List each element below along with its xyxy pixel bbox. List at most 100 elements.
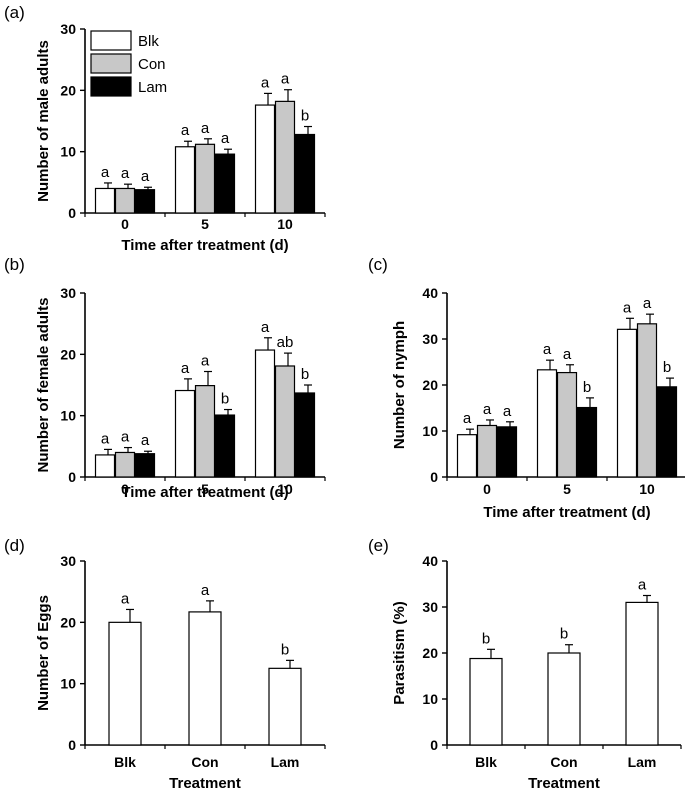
significance-label: a (101, 430, 110, 447)
x-tick-label: Blk (114, 754, 136, 770)
significance-label: a (201, 582, 210, 599)
significance-label: b (583, 379, 591, 396)
bar-parasitism (547, 652, 581, 746)
y-tick-label: 0 (430, 469, 438, 485)
y-tick-label: 0 (68, 205, 76, 221)
y-tick-label: 10 (422, 691, 438, 707)
x-tick-label: 0 (121, 481, 129, 497)
bar-con (476, 424, 498, 478)
significance-label: b (663, 359, 671, 376)
y-tick-label: 40 (422, 553, 438, 569)
bar-lam (214, 414, 236, 478)
bar-lam (576, 406, 598, 478)
y-tick-label: 30 (422, 331, 438, 347)
x-tick-label: 5 (563, 481, 571, 497)
x-axis-title: Time after treatment (d) (483, 504, 650, 521)
y-tick-label: 20 (422, 645, 438, 661)
significance-label: b (301, 366, 309, 383)
significance-label: a (483, 401, 492, 418)
significance-label: a (638, 577, 647, 594)
bar-con (194, 143, 216, 214)
significance-label: a (221, 130, 230, 147)
y-axis-title: Number of nymph (391, 321, 408, 449)
y-axis-title: Number of Eggs (35, 595, 52, 711)
bar-con (636, 323, 658, 478)
legend-label-lam: Lam (138, 79, 167, 96)
x-tick-label: Con (550, 754, 577, 770)
bar-blk (456, 434, 478, 478)
x-tick-label: 10 (277, 216, 293, 232)
panel-label: (e) (368, 536, 389, 555)
y-tick-label: 0 (430, 737, 438, 753)
y-tick-label: 20 (60, 346, 76, 362)
y-tick-label: 40 (422, 285, 438, 301)
significance-label: a (101, 164, 110, 181)
x-axis-title: Time after treatment (d) (121, 484, 288, 501)
y-tick-label: 0 (68, 737, 76, 753)
bar-eggs (268, 667, 302, 746)
bar-blk (174, 146, 196, 214)
x-tick-label: 0 (483, 481, 491, 497)
x-tick-label: 10 (277, 481, 293, 497)
significance-label: a (563, 346, 572, 363)
bar-con (114, 187, 136, 214)
y-tick-label: 10 (422, 423, 438, 439)
bar-con (194, 385, 216, 478)
significance-label: a (121, 429, 130, 446)
legend-swatch-blk (90, 30, 132, 51)
bar-lam (134, 453, 156, 478)
bar-blk (254, 104, 276, 214)
panel-label: (d) (4, 536, 25, 555)
significance-label: b (221, 391, 229, 408)
bar-lam (496, 426, 518, 478)
x-tick-label: Lam (628, 754, 657, 770)
bar-con (114, 451, 136, 478)
bar-eggs (188, 611, 222, 746)
significance-label: a (643, 295, 652, 312)
significance-label: a (201, 353, 210, 370)
bar-blk (536, 369, 558, 478)
legend-label-blk: Blk (138, 33, 159, 50)
significance-label: a (543, 341, 552, 358)
x-tick-label: 5 (201, 216, 209, 232)
bar-lam (134, 189, 156, 214)
y-tick-label: 10 (60, 408, 76, 424)
x-tick-label: 10 (639, 481, 655, 497)
y-axis-title: Number of female adults (35, 297, 52, 472)
significance-label: a (201, 120, 210, 137)
bar-blk (94, 187, 116, 214)
significance-label: b (301, 108, 309, 125)
significance-label: a (181, 122, 190, 139)
x-tick-label: 5 (201, 481, 209, 497)
bar-eggs (108, 621, 142, 746)
panel-label: (c) (368, 255, 388, 274)
y-tick-label: 30 (60, 21, 76, 37)
bar-con (274, 100, 296, 214)
x-tick-label: 0 (121, 216, 129, 232)
significance-label: a (141, 168, 150, 185)
y-tick-label: 30 (60, 285, 76, 301)
y-tick-label: 20 (422, 377, 438, 393)
significance-label: a (503, 403, 512, 420)
x-tick-label: Blk (475, 754, 497, 770)
y-tick-label: 0 (68, 469, 76, 485)
chart-panel-d: (d) 0 10 20 30 Blk a Con a Lam b Number of Eggs Trea… (4, 536, 326, 792)
y-tick-label: 30 (60, 553, 76, 569)
legend-swatch-con (90, 53, 132, 74)
y-tick-label: 20 (60, 614, 76, 630)
significance-label: b (560, 626, 568, 643)
bar-blk (254, 349, 276, 478)
bar-con (274, 365, 296, 478)
bar-con (556, 371, 578, 478)
bar-parasitism (625, 601, 659, 746)
x-axis-title: Time after treatment (d) (121, 237, 288, 254)
significance-label: a (121, 165, 130, 182)
chart-panel-e: (e) 0 10 20 30 40 Blk b Con b Lam a Parasitism (%) Tr… (368, 536, 682, 792)
significance-label: a (623, 299, 632, 316)
significance-label: ab (277, 334, 294, 351)
y-axis-title: Number of male adults (35, 40, 52, 202)
legend-swatch-lam (90, 76, 132, 97)
bar-lam (294, 392, 316, 478)
